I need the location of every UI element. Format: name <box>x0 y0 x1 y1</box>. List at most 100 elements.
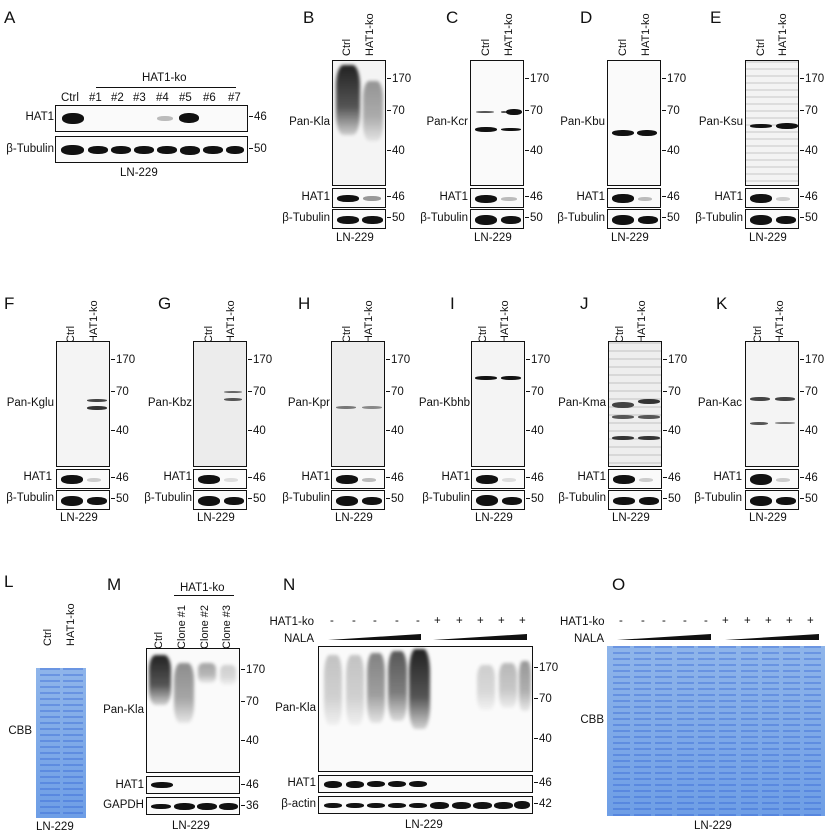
condition-sign: + <box>498 615 505 627</box>
lane-label: HAT1-ko <box>777 13 789 56</box>
cell-line-label: LN-229 <box>474 232 512 244</box>
lane-label: Ctrl <box>42 628 54 646</box>
cell-line-label: LN-229 <box>36 821 74 833</box>
condition-sign: - <box>395 615 399 627</box>
panel-letter-k: K <box>716 294 728 313</box>
row-label: Pan-Kpr <box>287 397 330 409</box>
mw-marker: 70 <box>800 105 818 117</box>
mw-marker: 170 <box>525 73 549 85</box>
row-label: HAT1 <box>576 191 605 203</box>
row-label: HAT1 <box>287 777 316 789</box>
row-label: β-Tubulin <box>557 212 605 224</box>
row-label: Pan-Kac <box>697 397 742 409</box>
mw-marker: 40 <box>248 425 266 437</box>
row-label: β-Tubulin <box>144 492 192 504</box>
mw-marker: 46 <box>534 777 552 789</box>
lane-label: HAT1-ko <box>363 300 375 343</box>
row-label: β-Tubulin <box>6 143 54 155</box>
mw-marker: 50 <box>111 493 129 505</box>
panel-letter-g: G <box>158 294 172 313</box>
blot-tubulin <box>607 209 661 229</box>
mw-marker: 36 <box>241 800 259 812</box>
row-label: Pan-Kbu <box>560 116 605 128</box>
panel-letter-a: A <box>4 8 16 27</box>
lane-label: HAT1-ko <box>640 13 652 56</box>
row-label: HAT1 <box>25 111 54 123</box>
mw-marker: 40 <box>663 425 681 437</box>
mw-marker: 50 <box>526 493 544 505</box>
mw-marker: 170 <box>534 662 558 674</box>
row-label: β-Tubulin <box>282 492 330 504</box>
blot-hat1 <box>56 469 110 489</box>
panel-letter-j: J <box>580 294 589 313</box>
mw-marker: 50 <box>387 212 405 224</box>
condition-sign: - <box>330 615 334 627</box>
blot-tubulin <box>193 490 247 510</box>
row-label: β-Tubulin <box>282 212 330 224</box>
lane-label: Clone #1 <box>176 604 188 649</box>
condition-label-nala: NALA <box>283 633 314 645</box>
lane-label: HAT1-ko <box>364 13 376 56</box>
mw-marker: 70 <box>534 693 552 705</box>
condition-sign: + <box>744 615 751 627</box>
mw-marker: 46 <box>241 779 259 791</box>
mw-marker: 40 <box>800 425 818 437</box>
blot-pan-kla <box>318 646 533 772</box>
blot-hat1 <box>55 105 248 132</box>
mw-marker: 70 <box>248 386 266 398</box>
condition-sign: - <box>373 615 377 627</box>
mw-marker: 46 <box>525 191 543 203</box>
blot-pan-ksu <box>745 60 799 186</box>
condition-sign: + <box>519 615 526 627</box>
mw-marker: 170 <box>387 73 411 85</box>
mw-marker: 70 <box>386 386 404 398</box>
lane-label: Ctrl <box>755 38 767 56</box>
mw-marker: 170 <box>241 664 265 676</box>
mw-marker: 170 <box>800 354 824 366</box>
condition-sign: + <box>722 615 729 627</box>
row-label: Pan-Kla <box>289 116 330 128</box>
cell-line-label: LN-229 <box>120 167 158 179</box>
blot-hat1 <box>607 188 661 208</box>
panel-m-group-label: HAT1-ko <box>180 582 225 594</box>
condition-sign: + <box>807 615 814 627</box>
mw-marker: 170 <box>386 354 410 366</box>
blot-hat1 <box>745 469 799 489</box>
panel-letter-n: N <box>283 575 296 594</box>
cell-line-label: LN-229 <box>335 512 373 524</box>
mw-marker: 46 <box>662 191 680 203</box>
mw-marker: 40 <box>525 145 543 157</box>
mw-marker: 40 <box>241 735 259 747</box>
lane-label: Ctrl <box>61 92 79 104</box>
mw-marker: 40 <box>800 145 818 157</box>
row-label: Pan-Kla <box>275 702 316 714</box>
row-label: β-Tubulin <box>422 492 470 504</box>
lane-label: #6 <box>203 92 216 104</box>
lane-label: #1 <box>89 92 102 104</box>
mw-marker: 46 <box>249 111 267 123</box>
panel-letter-i: I <box>450 294 455 313</box>
blot-hat1 <box>146 776 240 794</box>
row-label: Pan-Kma <box>558 397 606 409</box>
mw-marker: 70 <box>387 105 405 117</box>
mw-marker: 50 <box>662 212 680 224</box>
mw-marker: 46 <box>387 191 405 203</box>
lane-label: HAT1-ko <box>65 603 77 646</box>
lane-label: #4 <box>156 92 169 104</box>
row-label: β-Tubulin <box>420 212 468 224</box>
condition-sign: - <box>352 615 356 627</box>
mw-marker: 170 <box>111 354 135 366</box>
cell-line-label: LN-229 <box>172 820 210 832</box>
condition-label-hat1-ko: HAT1-ko <box>560 616 605 628</box>
condition-sign: + <box>456 615 463 627</box>
row-label: HAT1 <box>714 191 743 203</box>
mw-marker: 42 <box>534 798 552 810</box>
blot-hat1 <box>331 469 385 489</box>
cell-line-label: LN-229 <box>749 512 787 524</box>
blot-pan-kac <box>745 341 799 467</box>
panel-letter-h: H <box>298 294 311 313</box>
blot-hat1 <box>318 775 533 793</box>
lane-label: #7 <box>228 92 241 104</box>
blot-tubulin <box>471 490 525 510</box>
lane-label: Ctrl <box>480 38 492 56</box>
